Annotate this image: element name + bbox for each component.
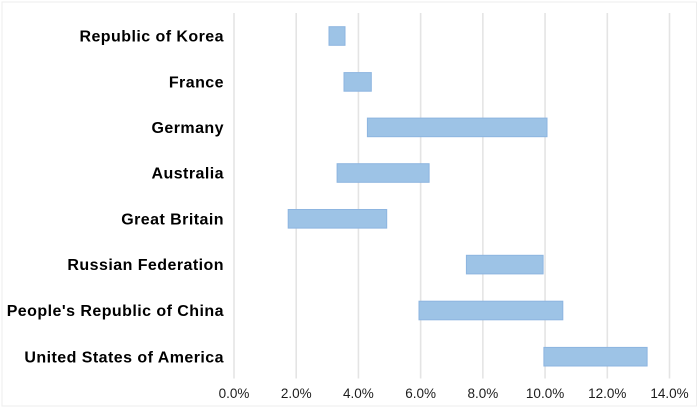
svg-text:2.0%: 2.0% xyxy=(281,386,312,401)
svg-text:People's Republic of China: People's Republic of China xyxy=(7,303,224,320)
svg-text:Germany: Germany xyxy=(151,120,224,137)
svg-text:Australia: Australia xyxy=(151,166,224,183)
svg-text:Great Britain: Great Britain xyxy=(121,211,224,228)
svg-text:0.0%: 0.0% xyxy=(219,386,250,401)
svg-text:Republic of Korea: Republic of Korea xyxy=(79,29,224,46)
svg-text:France: France xyxy=(169,75,224,92)
svg-text:8.0%: 8.0% xyxy=(467,386,498,401)
svg-text:14.0%: 14.0% xyxy=(650,386,688,401)
svg-text:United States of America: United States of America xyxy=(24,349,224,366)
svg-text:4.0%: 4.0% xyxy=(343,386,374,401)
svg-text:10.0%: 10.0% xyxy=(526,386,564,401)
svg-text:Russian Federation: Russian Federation xyxy=(67,257,224,274)
svg-text:12.0%: 12.0% xyxy=(588,386,626,401)
svg-text:6.0%: 6.0% xyxy=(405,386,436,401)
